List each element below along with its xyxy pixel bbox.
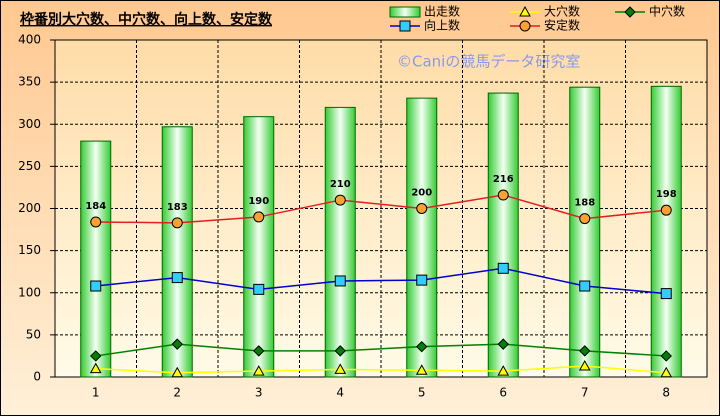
point [660,288,672,300]
point [497,189,509,201]
point [660,350,672,362]
point [89,362,102,374]
data-label: 200 [411,188,432,199]
data-label: 188 [574,198,595,209]
x-tick-label: 7 [581,386,589,400]
point [334,194,346,206]
y-tick-label: 100 [18,285,41,299]
point [334,275,346,287]
x-tick-label: 4 [336,386,344,400]
bar [324,106,356,378]
legend-marker [399,20,411,32]
legend-label: 向上数 [424,18,460,33]
x-tick-label: 8 [662,386,670,400]
point [415,364,428,375]
legend-marker [519,20,531,32]
point [253,283,265,295]
x-tick-label: 6 [499,386,507,400]
point [171,272,183,284]
point [90,280,102,292]
series-line [95,343,667,357]
point [334,345,346,357]
x-tick-label: 3 [255,386,263,400]
data-label: 184 [85,201,106,212]
point [253,211,265,223]
bar [161,126,193,378]
x-tick-label: 5 [418,386,426,400]
legend-marker [519,5,531,17]
legend-label: 出走数 [424,4,460,19]
point [90,216,102,228]
point [171,366,184,378]
point [171,217,183,229]
point [416,274,428,286]
y-tick-label: 300 [18,117,41,131]
data-label: 210 [330,179,351,190]
point [416,203,428,214]
bar [569,86,601,378]
y-tick-label: 150 [18,243,41,257]
x-tick-label: 2 [173,386,181,400]
point [660,204,672,216]
point [497,338,509,350]
point [660,366,673,378]
data-label: 216 [493,174,514,185]
series-line [95,194,667,224]
point [252,365,265,376]
series-line [95,267,667,295]
y-tick-label: 400 [18,33,41,47]
point [578,360,591,371]
legend-label: 大穴数 [544,4,580,19]
bar [406,97,438,378]
point [334,363,347,374]
legend-swatch [389,6,421,18]
bar [80,140,112,378]
legend-marker [624,6,636,18]
bar [487,92,519,378]
y-tick-label: 350 [18,75,41,89]
point [253,345,265,357]
y-tick-label: 250 [18,159,41,173]
legend-label: 安定数 [544,18,580,33]
point [497,262,509,274]
point [579,345,591,357]
point [416,340,428,353]
y-tick-label: 200 [18,201,41,215]
point [497,365,510,376]
watermark: ©Caniの競馬データ研究室 [397,53,580,71]
legend-label: 中穴数 [649,4,685,19]
data-label: 183 [167,202,188,213]
point [90,350,102,362]
x-tick-label: 1 [92,386,100,400]
data-label: 198 [656,189,677,200]
chart-title: 枠番別大穴数、中穴数、向上数、安定数 [20,11,273,28]
y-tick-label: 50 [26,327,41,341]
point [579,213,591,225]
data-label: 190 [248,196,269,207]
point [579,280,591,292]
bar [650,85,682,378]
bar [243,116,275,378]
series-line [95,365,667,374]
point [171,338,183,350]
y-tick-label: 0 [33,370,41,384]
